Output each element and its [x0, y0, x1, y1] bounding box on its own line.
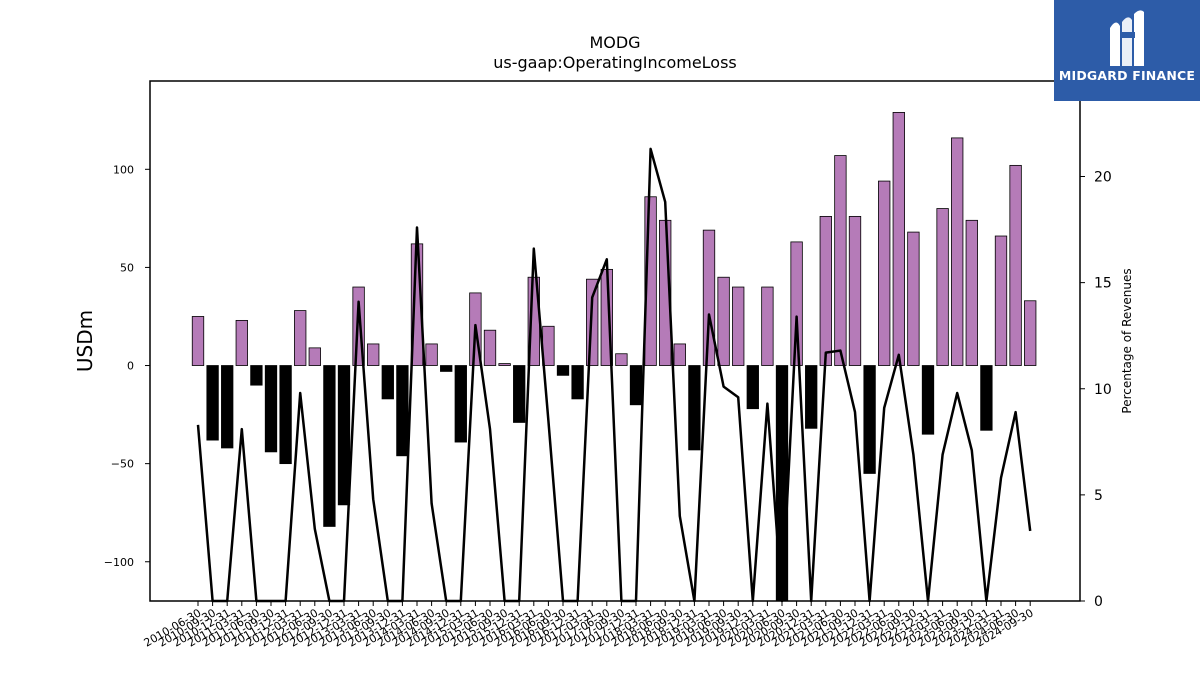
bar — [235, 319, 248, 366]
bar — [498, 363, 511, 366]
bar — [323, 365, 336, 527]
bar — [308, 347, 321, 366]
bar — [571, 365, 584, 400]
bar — [206, 365, 219, 441]
bar — [702, 229, 716, 366]
bar — [980, 365, 993, 431]
y-right-tick-label: 0 — [1094, 594, 1103, 610]
bar — [673, 343, 686, 366]
y-right-tick-label: 20 — [1094, 170, 1112, 186]
bar — [688, 365, 701, 451]
bar — [746, 365, 759, 410]
bar — [440, 365, 453, 372]
bar — [994, 235, 1008, 366]
bar — [1024, 300, 1037, 366]
y-tick-label: 100 — [113, 163, 134, 176]
bar — [921, 365, 935, 435]
bar — [863, 365, 876, 474]
y-tick-label: 0 — [127, 360, 134, 373]
bar — [483, 329, 497, 366]
bar — [819, 215, 832, 366]
brand-name: MIDGARD FINANCE — [1058, 68, 1196, 83]
bar — [717, 276, 730, 366]
bar — [834, 155, 847, 366]
bar — [191, 316, 205, 366]
bar — [337, 365, 351, 506]
y-axis-right-label: Percentage of Revenues — [1120, 268, 1134, 413]
bar — [951, 137, 964, 366]
bar — [1009, 164, 1022, 366]
bar — [264, 365, 278, 453]
y-tick-label: 50 — [120, 261, 134, 274]
y-tick-label: −50 — [111, 458, 134, 471]
bar — [790, 241, 803, 366]
bar — [396, 365, 409, 457]
bar — [775, 365, 789, 602]
percentage-line — [196, 147, 1032, 603]
plot-frame — [149, 80, 1081, 602]
brand-logo: MIDGARD FINANCE — [1054, 0, 1200, 101]
bar — [936, 208, 949, 366]
bar — [907, 231, 920, 366]
right-axis-ticks: 0 5 10 15 20 — [1080, 170, 1112, 610]
x-axis-ticks: 2010-06-302010-09-302010-12-312011-03-31… — [142, 601, 1036, 650]
bar — [805, 365, 818, 429]
bar — [279, 365, 292, 465]
bar — [556, 365, 570, 376]
bar — [513, 365, 526, 423]
line-group — [196, 147, 1032, 603]
left-axis-ticks: −100 −50 0 50 100 — [104, 163, 150, 569]
bar — [761, 286, 774, 366]
bar — [878, 180, 891, 366]
y-tick-label: −100 — [104, 556, 134, 569]
bar — [615, 353, 628, 366]
y-right-tick-label: 15 — [1094, 276, 1112, 292]
bar — [732, 286, 745, 366]
bar — [454, 365, 467, 443]
bar — [644, 196, 657, 366]
bar — [221, 365, 234, 449]
chart-subtitle: us-gaap:OperatingIncomeLoss — [493, 53, 737, 72]
bar — [629, 365, 643, 406]
bars-group — [191, 112, 1037, 602]
y-right-tick-label: 10 — [1094, 382, 1112, 398]
y-axis-label: USDm — [73, 310, 97, 372]
y-right-tick-label: 5 — [1094, 488, 1103, 504]
bar — [848, 215, 862, 366]
bar — [250, 365, 263, 386]
bar — [381, 365, 394, 400]
bar — [965, 219, 978, 366]
bar — [425, 343, 438, 366]
chart-title: MODG — [589, 33, 640, 52]
bar — [367, 343, 380, 366]
brand-logo-mark — [1110, 10, 1144, 67]
bar — [294, 310, 307, 366]
bar — [892, 112, 905, 366]
